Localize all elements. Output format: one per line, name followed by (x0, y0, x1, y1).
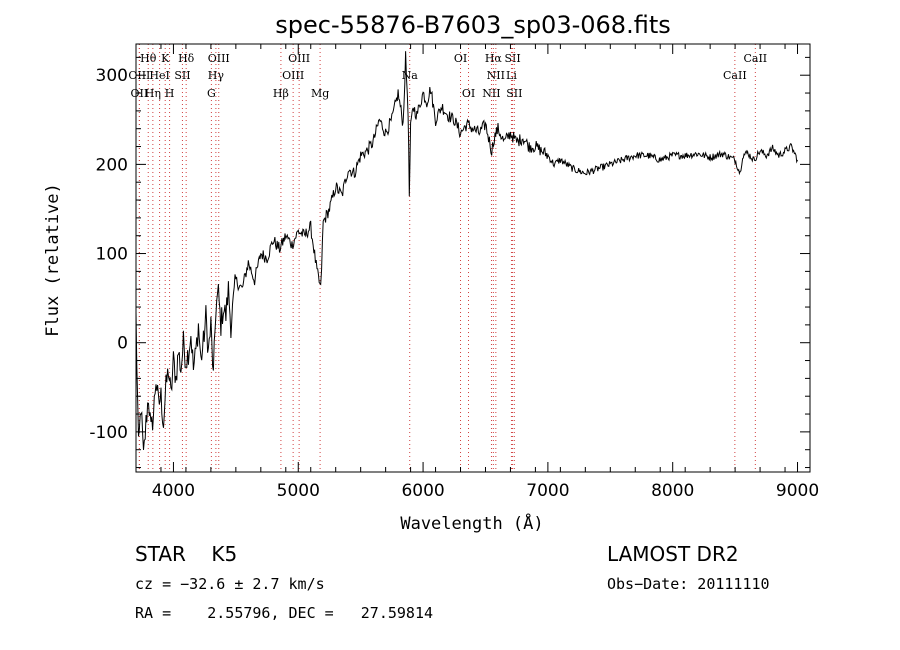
line-marker-label: H (165, 87, 175, 100)
line-marker-label: Hδ (178, 52, 195, 65)
line-marker-label: SII (174, 69, 190, 82)
line-marker-label: SII (504, 52, 520, 65)
axis-ticks: 4000 5000 6000 7000 8000 9000 -100 0 100 200 300 (89, 44, 819, 501)
line-marker-label: Hγ (208, 69, 225, 82)
line-marker-label: Hθ (140, 52, 157, 65)
plot-frame (135, 43, 811, 473)
line-marker-label: CaII (723, 69, 747, 82)
survey-name: LAMOST DR2 (607, 542, 739, 566)
x-tick-label: 8000 (651, 481, 694, 501)
y-tick-label: 0 (117, 334, 128, 354)
line-marker-label: OIII (208, 52, 230, 65)
coordinates: RA = 2.55796, DEC = 27.59814 (135, 604, 434, 622)
line-marker-label: K (161, 52, 170, 65)
chart-title: spec-55876-B7603_sp03-068.fits (275, 11, 670, 39)
line-marker-label: OI (462, 87, 475, 100)
y-tick-label: -100 (89, 423, 128, 443)
redshift-cz: cz = −32.6 ± 2.7 km/s (135, 575, 325, 593)
object-class: STAR K5 (135, 542, 238, 566)
line-marker-label: HeI (149, 69, 169, 82)
x-tick-label: 7000 (526, 481, 569, 501)
obs-date: Obs−Date: 20111110 (607, 575, 770, 593)
y-tick-label: 200 (96, 155, 128, 175)
x-tick-label: 6000 (401, 481, 444, 501)
y-axis-label: Flux (relative) (43, 183, 63, 337)
x-tick-label: 4000 (152, 481, 195, 501)
y-tick-label: 100 (96, 245, 128, 265)
line-marker-label: Li (506, 69, 517, 82)
line-marker-label: G (207, 87, 216, 100)
line-marker-label: OI (454, 52, 467, 65)
spectrum-series (135, 51, 798, 450)
spectrum-line-0 (135, 51, 798, 450)
line-marker-label: NII (482, 87, 500, 100)
line-marker-label: OIII (282, 69, 304, 82)
x-axis-label: Wavelength (Å) (400, 512, 543, 534)
y-tick-label: 300 (96, 66, 128, 86)
x-tick-label: 9000 (776, 481, 819, 501)
line-marker-label: Hα (485, 52, 503, 65)
line-marker-label: CaII (743, 52, 767, 65)
line-marker-label: Mg (311, 87, 329, 100)
line-marker-label: Hβ (273, 87, 289, 100)
x-tick-label: 5000 (277, 481, 320, 501)
line-marker-label: Hη (145, 87, 161, 100)
line-marker-label: SII (506, 87, 522, 100)
line-marker-label: OIII (288, 52, 310, 65)
line-marker-label: NII (487, 69, 505, 82)
line-marker-label: Na (402, 69, 419, 82)
